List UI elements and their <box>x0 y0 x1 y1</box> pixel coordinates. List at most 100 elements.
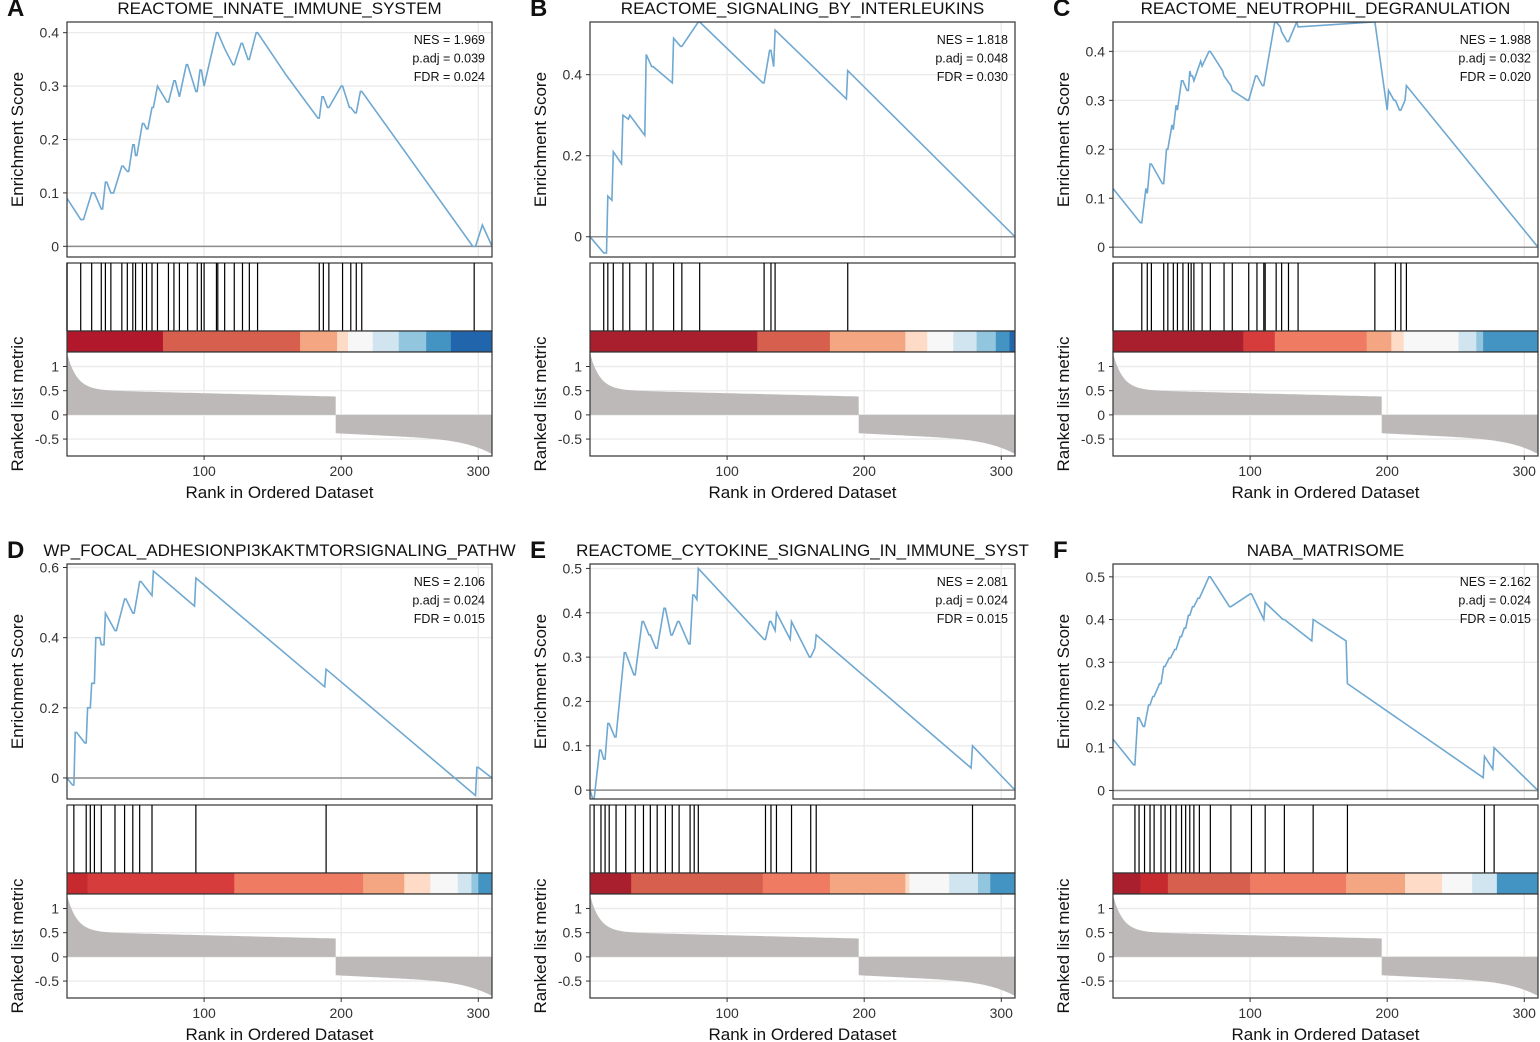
panel-title: NABA_MATRISOME <box>1247 541 1404 560</box>
rank-heat-segment <box>87 873 235 894</box>
metric-tick-label: 0 <box>1097 949 1105 965</box>
es-plot-frame <box>589 563 1016 800</box>
rank-heat-segment <box>234 873 364 894</box>
rank-heat-segment <box>757 331 831 352</box>
metric-tick-label: 0 <box>574 949 582 965</box>
hit-strip-frame <box>589 804 1016 874</box>
es-tick-label: 0.4 <box>1086 612 1106 628</box>
es-tick-label: 0.4 <box>1086 43 1106 59</box>
rank-heat-segment <box>1403 331 1459 352</box>
rank-heat-segment <box>430 873 459 894</box>
es-ylabel: Enrichment Score <box>1054 72 1073 207</box>
es-tick-label: 0.1 <box>563 738 583 754</box>
hit-strip-frame <box>1112 262 1539 332</box>
metric-ylabel: Ranked list metric <box>1054 878 1073 1014</box>
es-tick-label: 0.3 <box>563 649 583 665</box>
ranked-metric-area <box>67 895 492 997</box>
rank-heat-segment <box>67 331 164 352</box>
es-plot-frame <box>1112 21 1539 258</box>
gsea-panel-d: WP_FOCAL_ADHESIONPI3KAKTMTORSIGNALING_PA… <box>7 537 516 1042</box>
metric-tick-label: 1 <box>1097 359 1105 375</box>
rank-heat-segment <box>1167 873 1251 894</box>
stat-line: FDR = 0.015 <box>414 612 485 626</box>
panel-title: REACTOME_NEUTROPHIL_DEGRANULATION <box>1141 0 1511 18</box>
stat-line: FDR = 0.015 <box>1460 612 1531 626</box>
rank-heat-segment <box>426 331 452 352</box>
metric-tick-label: 0 <box>51 407 59 423</box>
rank-heat-segment <box>927 331 954 352</box>
es-plot-background <box>1113 564 1538 799</box>
es-tick-label: 0.2 <box>40 700 60 716</box>
gsea-panel-e: REACTOME_CYTOKINE_SIGNALING_IN_IMMUNE_SY… <box>530 537 1029 1042</box>
x-tick-label: 200 <box>1376 463 1400 479</box>
es-plot-frame <box>589 21 1016 258</box>
rank-heat-segment <box>1009 331 1016 352</box>
x-tick-label: 200 <box>853 463 877 479</box>
es-plot-frame <box>66 563 493 800</box>
metric-tick-label: 0.5 <box>563 383 583 399</box>
metric-ylabel: Ranked list metric <box>1054 336 1073 472</box>
rank-heat-segment <box>162 331 301 352</box>
rank-heat-segment <box>1113 873 1141 894</box>
x-tick-label: 100 <box>192 1005 216 1021</box>
es-running-score-line <box>590 566 1015 799</box>
stat-line: FDR = 0.024 <box>414 70 485 84</box>
metric-plot-frame <box>66 351 493 457</box>
es-tick-label: 0.1 <box>1086 740 1106 756</box>
metric-tick-label: 1 <box>1097 901 1105 917</box>
ranked-metric-area <box>590 895 1015 997</box>
x-tick-label: 100 <box>1238 463 1262 479</box>
metric-ylabel: Ranked list metric <box>8 878 27 1014</box>
x-axis-label: Rank in Ordered Dataset <box>1231 1025 1419 1042</box>
panel-letter: F <box>1053 537 1068 564</box>
es-tick-label: 0.2 <box>1086 141 1106 157</box>
rank-heat-segment <box>990 873 1016 894</box>
panel-letter: B <box>530 0 547 22</box>
rank-heat-segment <box>1140 873 1169 894</box>
x-tick-label: 200 <box>330 1005 354 1021</box>
stat-line: p.adj = 0.024 <box>412 594 485 608</box>
rank-heat-segment <box>949 873 979 894</box>
metric-plot-frame <box>66 893 493 999</box>
metric-tick-label: 0.5 <box>1086 383 1106 399</box>
rank-heat-segment <box>1496 873 1539 894</box>
hit-strip-frame <box>1112 804 1539 874</box>
es-plot-background <box>1113 22 1538 257</box>
rank-heat-segment <box>1346 873 1406 894</box>
rank-heat-segment <box>762 873 831 894</box>
rank-heat-segment <box>976 331 997 352</box>
x-tick-label: 300 <box>990 463 1014 479</box>
es-plot-frame <box>66 21 493 258</box>
rank-heat-segment <box>337 331 349 352</box>
rank-heat-segment <box>1405 873 1443 894</box>
rank-heat-segment <box>398 331 427 352</box>
panel-title: REACTOME_SIGNALING_BY_INTERLEUKINS <box>621 0 984 18</box>
rank-heat-segment <box>1476 331 1484 352</box>
panel-title: REACTOME_CYTOKINE_SIGNALING_IN_IMMUNE_SY… <box>576 541 1029 560</box>
metric-tick-label: 0.5 <box>40 383 60 399</box>
metric-tick-label: 0.5 <box>40 925 60 941</box>
stat-line: FDR = 0.020 <box>1460 70 1531 84</box>
es-running-score-line <box>590 22 1015 254</box>
stat-line: NES = 1.818 <box>937 33 1008 47</box>
metric-tick-label: 0.5 <box>563 925 583 941</box>
rank-heat-segment <box>1250 873 1347 894</box>
metric-tick-label: 1 <box>574 359 582 375</box>
x-tick-label: 300 <box>1513 1005 1537 1021</box>
es-plot-background <box>67 564 492 799</box>
metric-plot-frame <box>589 351 1016 457</box>
metric-tick-label: -0.5 <box>1081 431 1105 447</box>
ranked-metric-area <box>590 353 1015 455</box>
stat-line: NES = 2.106 <box>414 575 485 589</box>
es-tick-label: 0.2 <box>563 693 583 709</box>
rank-heat-segment <box>631 873 764 894</box>
es-tick-label: 0.3 <box>1086 654 1106 670</box>
rank-heat-segment <box>1391 331 1405 352</box>
metric-ylabel: Ranked list metric <box>531 336 550 472</box>
es-running-score-line <box>67 31 492 248</box>
hit-strip-frame <box>589 262 1016 332</box>
gsea-panel-b: REACTOME_SIGNALING_BY_INTERLEUKINS B 0 0.2 0… <box>530 0 1016 502</box>
es-ylabel: Enrichment Score <box>531 614 550 749</box>
rank-heat-segment <box>363 873 405 894</box>
stat-line: p.adj = 0.039 <box>412 52 485 66</box>
